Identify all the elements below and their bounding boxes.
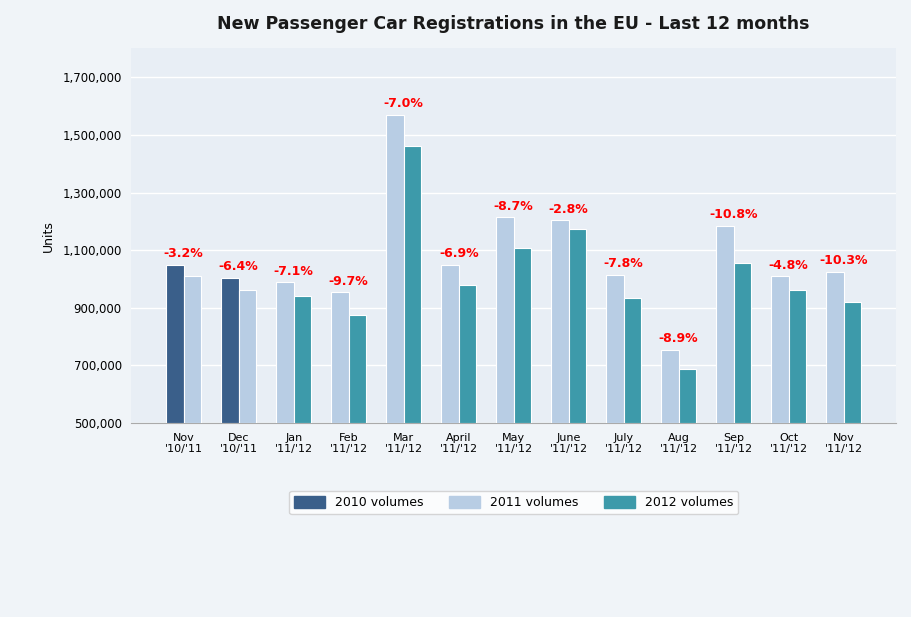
Bar: [606, 275, 624, 423]
Y-axis label: Units: Units: [42, 220, 56, 252]
Text: -8.7%: -8.7%: [494, 200, 534, 213]
Text: -3.2%: -3.2%: [164, 247, 203, 260]
Bar: [166, 265, 184, 423]
Bar: [276, 282, 293, 423]
Bar: [459, 285, 476, 423]
Bar: [239, 291, 256, 423]
Bar: [624, 297, 641, 423]
Text: -7.0%: -7.0%: [384, 97, 424, 110]
Bar: [404, 146, 421, 423]
Bar: [568, 230, 587, 423]
Text: -7.8%: -7.8%: [604, 257, 643, 270]
Text: -2.8%: -2.8%: [548, 202, 589, 215]
Text: -10.8%: -10.8%: [710, 209, 758, 222]
Text: -6.9%: -6.9%: [439, 247, 478, 260]
Bar: [661, 350, 679, 423]
Bar: [826, 271, 844, 423]
Text: -8.9%: -8.9%: [659, 332, 699, 346]
Bar: [789, 290, 806, 423]
Text: -7.1%: -7.1%: [274, 265, 313, 278]
Text: -4.8%: -4.8%: [769, 259, 809, 271]
Bar: [349, 315, 366, 423]
Bar: [679, 369, 696, 423]
Bar: [441, 265, 459, 423]
Bar: [716, 226, 733, 423]
Text: -9.7%: -9.7%: [329, 275, 369, 288]
Title: New Passenger Car Registrations in the EU - Last 12 months: New Passenger Car Registrations in the E…: [218, 15, 810, 33]
Text: -10.3%: -10.3%: [819, 254, 868, 267]
Bar: [184, 276, 201, 423]
Bar: [496, 217, 514, 423]
Bar: [844, 302, 861, 423]
Bar: [331, 292, 349, 423]
Bar: [221, 278, 239, 423]
Bar: [551, 220, 568, 423]
Bar: [293, 296, 312, 423]
Legend: 2010 volumes, 2011 volumes, 2012 volumes: 2010 volumes, 2011 volumes, 2012 volumes: [289, 491, 738, 514]
Bar: [514, 248, 531, 423]
Bar: [733, 262, 752, 423]
Bar: [386, 115, 404, 423]
Text: -6.4%: -6.4%: [219, 260, 259, 273]
Bar: [771, 276, 789, 423]
